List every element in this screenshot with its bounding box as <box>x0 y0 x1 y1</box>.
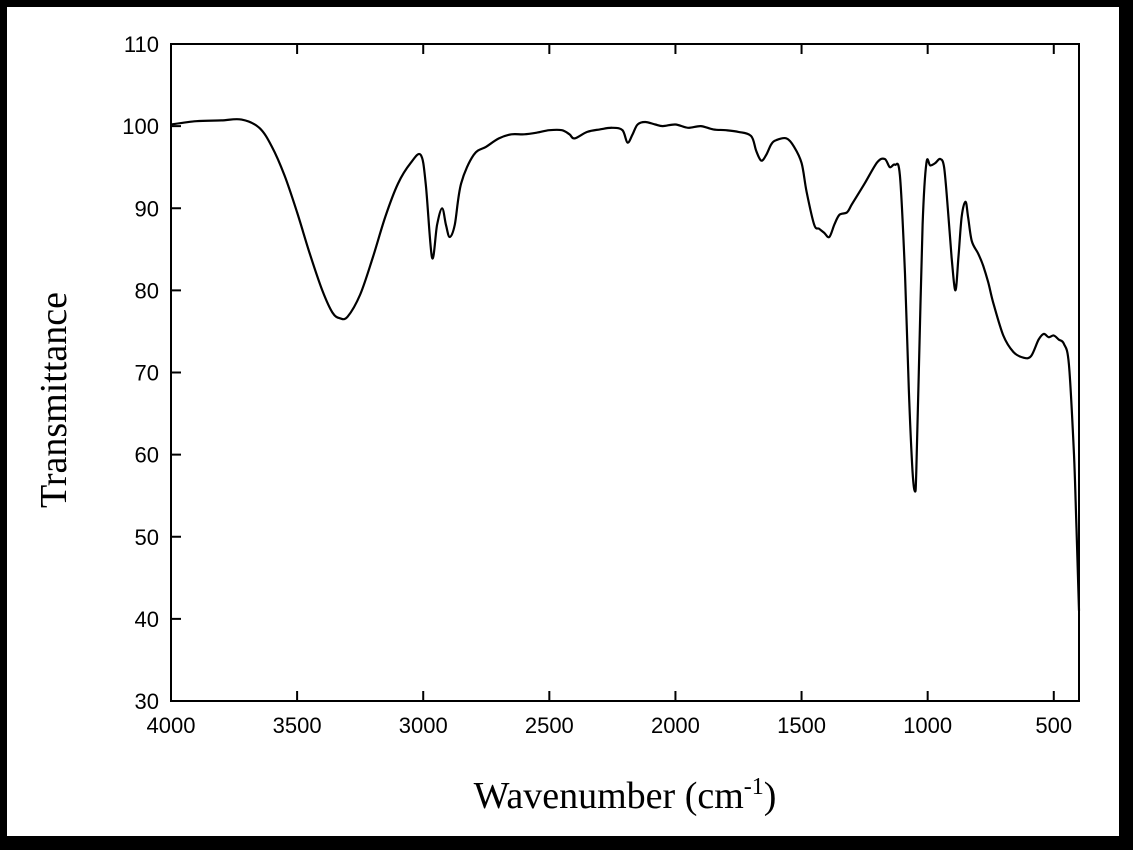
x-tick-label: 2500 <box>525 713 574 738</box>
x-axis-title-suffix: ) <box>764 775 777 817</box>
x-axis-ticks <box>170 44 1055 701</box>
y-tick-label: 50 <box>135 525 159 550</box>
y-tick-label: 80 <box>135 278 159 303</box>
x-axis-title: Wavenumber (cm-1) <box>474 774 777 817</box>
y-tick-label: 100 <box>122 114 159 139</box>
plot-area-border <box>170 43 1080 702</box>
y-tick-label: 90 <box>135 196 159 221</box>
y-axis-ticks <box>171 43 181 702</box>
y-tick-label: 70 <box>135 361 159 386</box>
x-tick-label: 500 <box>1035 713 1072 738</box>
x-tick-label: 2000 <box>651 713 700 738</box>
y-tick-label: 40 <box>135 607 159 632</box>
transmittance-spectrum-line <box>170 118 1081 611</box>
x-axis-tick-labels: 4000 3500 3000 2500 2000 1500 1000 500 <box>147 713 1073 738</box>
y-tick-label: 110 <box>124 32 159 57</box>
y-tick-label: 30 <box>135 689 159 714</box>
x-tick-label: 1500 <box>777 713 826 738</box>
x-tick-label: 4000 <box>147 713 196 738</box>
y-axis-tick-labels: 30 40 50 60 70 80 90 100 110 <box>122 32 159 714</box>
x-axis-title-superscript: -1 <box>744 774 764 800</box>
x-tick-label: 3000 <box>399 713 448 738</box>
y-tick-label: 60 <box>135 443 159 468</box>
y-axis-title: Transmittance <box>33 292 75 508</box>
x-tick-label: 3500 <box>273 713 322 738</box>
x-tick-label: 1000 <box>903 713 952 738</box>
